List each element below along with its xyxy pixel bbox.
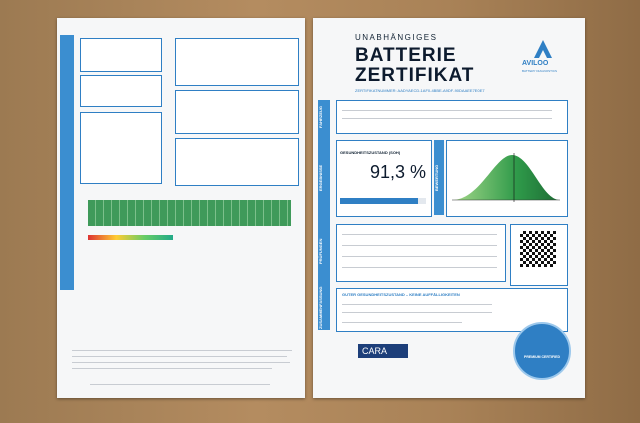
soh-value: 91,3 % xyxy=(370,162,427,182)
badge xyxy=(513,322,571,380)
badge-text: PREMIUM CERTIFIED xyxy=(524,355,560,359)
rating-bar xyxy=(434,140,444,215)
text-line xyxy=(342,322,462,323)
section-label: FAHRZEUG xyxy=(318,106,323,129)
text-line xyxy=(72,356,287,357)
info-box xyxy=(175,38,299,86)
check-line xyxy=(342,267,497,268)
section-label: BEWERTUNG xyxy=(434,164,439,191)
text-line xyxy=(90,384,270,385)
info-box xyxy=(80,75,162,107)
section-label: ERGEBNISSE xyxy=(318,164,323,191)
checks-box xyxy=(336,224,506,282)
check-line xyxy=(342,256,497,257)
check-line xyxy=(342,245,497,246)
text-line xyxy=(342,110,552,111)
info-box xyxy=(175,138,299,186)
scale-bar xyxy=(88,235,173,240)
info-box xyxy=(80,38,162,72)
brand: AVILOO xyxy=(522,60,549,67)
soh-label: GESUNDHEITSZUSTAND (SOH) xyxy=(340,150,401,155)
text-line xyxy=(342,118,552,119)
soh-box xyxy=(336,140,432,217)
bell-curve xyxy=(452,153,560,202)
vehicle-box xyxy=(336,100,568,134)
section-label: ZUSAMMENFASSUNG xyxy=(318,286,323,329)
text-line xyxy=(72,362,290,363)
text-line xyxy=(72,368,272,369)
cell-heatmap xyxy=(88,200,291,226)
qr-code xyxy=(520,231,556,267)
title: BATTERIE xyxy=(355,45,457,66)
left-side-bar xyxy=(60,35,74,290)
soh-fill xyxy=(340,198,418,204)
info-box xyxy=(175,90,299,134)
section-label: PRÜFUNGEN xyxy=(318,238,323,264)
text-line xyxy=(72,350,292,351)
info-box xyxy=(80,112,162,184)
verdict: GUTER GESUNDHEITSZUSTAND – KEINE AUFFÄLL… xyxy=(342,292,460,297)
check-line xyxy=(342,234,497,235)
certificate-number: ZERTIFIKATNUMMER: AADYAECD-1AF0-4BBE-A9D… xyxy=(355,88,485,93)
kicker: UNABHÄNGIGES xyxy=(355,33,438,42)
title: ZERTIFIKAT xyxy=(355,65,475,86)
text-line xyxy=(342,304,492,305)
right-side-bar xyxy=(318,100,330,330)
text-line xyxy=(342,312,492,313)
logo xyxy=(534,40,552,58)
brand-sub: BATTERY DIAGNOSTICS xyxy=(522,69,558,73)
partner-logo: CARA xyxy=(358,344,408,358)
